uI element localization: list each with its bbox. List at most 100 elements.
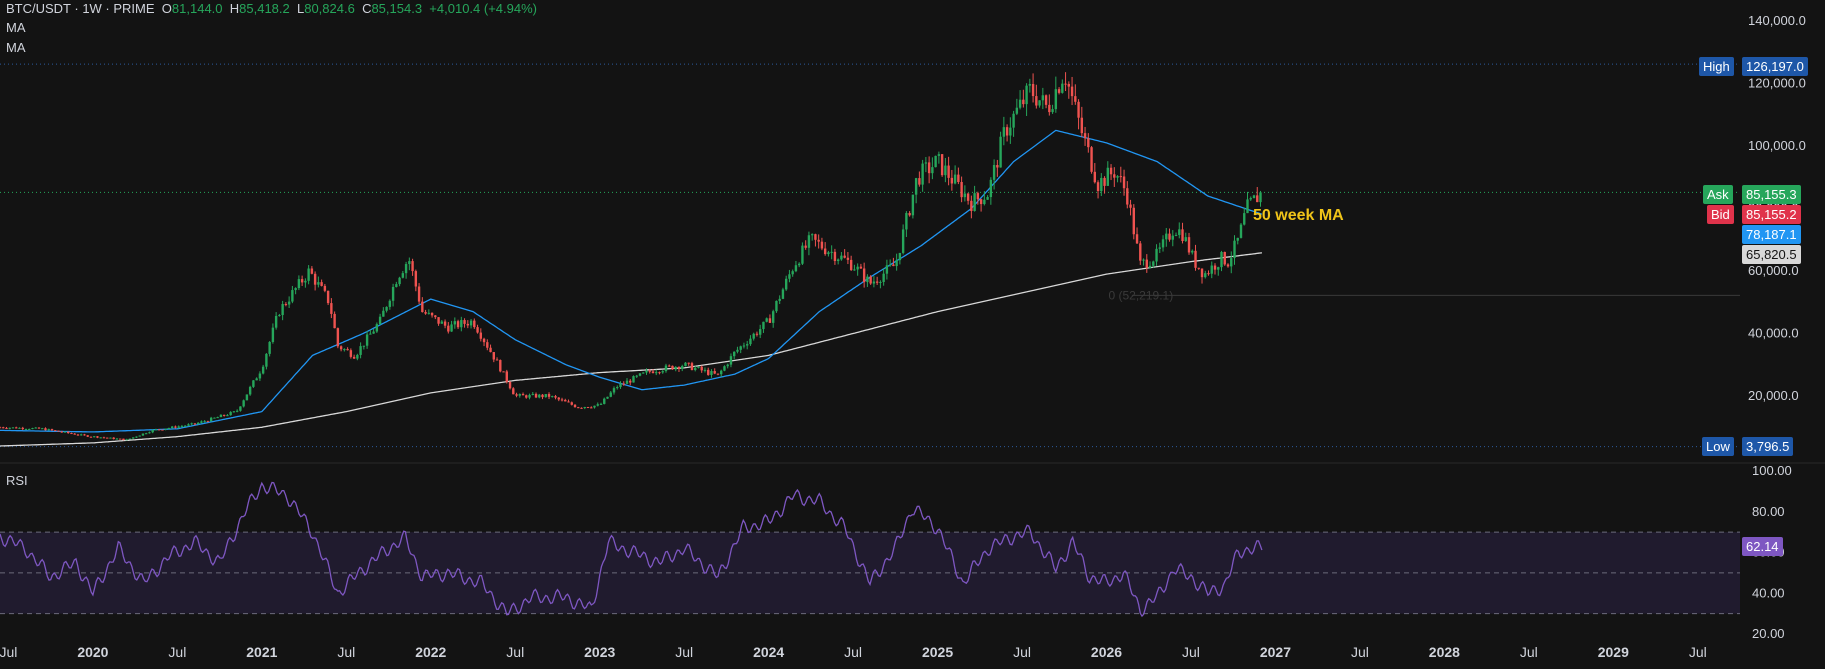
candle	[502, 371, 505, 373]
candle-body	[1067, 83, 1071, 87]
candle-body	[1018, 99, 1022, 108]
indicator-ma-1[interactable]: MA	[6, 20, 26, 35]
candle	[833, 248, 837, 265]
rsi-label[interactable]: RSI	[6, 473, 28, 488]
candle	[1077, 99, 1080, 130]
candle	[255, 377, 258, 381]
candle	[720, 369, 723, 377]
candle-body	[274, 315, 278, 328]
candle-body	[875, 281, 879, 283]
candle	[784, 275, 788, 291]
candle	[1142, 258, 1145, 266]
bid-tag-value: 85,155.2	[1742, 205, 1801, 224]
candle	[593, 405, 596, 409]
candle-body	[1028, 84, 1032, 86]
candle	[414, 269, 418, 292]
candle	[83, 433, 86, 436]
candle	[479, 328, 483, 342]
candle-body	[144, 433, 148, 435]
candle-body	[1223, 252, 1226, 265]
candle	[687, 362, 690, 366]
candle	[733, 351, 736, 360]
candle-body	[76, 434, 80, 436]
candle-body	[1171, 235, 1174, 240]
candle-body	[440, 321, 444, 324]
candle-body	[755, 333, 759, 335]
indicator-ma-2[interactable]: MA	[6, 40, 26, 55]
candle	[164, 428, 167, 431]
candle-body	[596, 404, 599, 406]
candle	[460, 316, 463, 332]
candle	[690, 361, 694, 371]
candle-body	[1022, 99, 1025, 105]
price-tick-label: 20,000.0	[1748, 388, 1799, 403]
candle	[1207, 270, 1210, 276]
candle-body	[271, 327, 275, 342]
candle-body	[736, 349, 739, 352]
candle-body	[456, 321, 460, 328]
ma50-annotation[interactable]: 50 week MA	[1253, 207, 1344, 224]
high-tag-value: 126,197.0	[1742, 57, 1808, 76]
candle	[1090, 146, 1093, 174]
candle-body	[525, 395, 528, 398]
candle	[307, 265, 310, 285]
candle-body	[658, 372, 661, 374]
candle	[1067, 81, 1071, 99]
candle-body	[1152, 261, 1155, 266]
candle	[1129, 199, 1132, 216]
candle-body	[950, 177, 954, 184]
time-tick-label: Jul	[1689, 644, 1707, 660]
candle	[486, 339, 489, 351]
candle-body	[242, 400, 245, 407]
candle-body	[1005, 127, 1009, 136]
candle	[749, 335, 752, 346]
open-value: 81,144.0	[171, 1, 223, 16]
rsi-tag-value: 62.14	[1742, 537, 1783, 556]
candle-body	[856, 266, 859, 270]
candle-body	[957, 174, 960, 183]
candle-body	[278, 315, 281, 317]
candle	[271, 323, 275, 344]
candle	[560, 397, 564, 402]
candle-body	[326, 290, 330, 304]
candle	[300, 275, 304, 286]
candle	[1256, 187, 1259, 203]
candle	[830, 245, 833, 260]
candle	[573, 404, 577, 408]
candle-body	[1074, 96, 1077, 102]
candle	[622, 381, 625, 386]
open-label: O	[161, 1, 172, 16]
candle-body	[853, 269, 856, 271]
candle-body	[5, 427, 8, 429]
candle-body	[788, 274, 791, 279]
candle-body	[534, 393, 538, 398]
candle	[817, 234, 820, 249]
candle-body	[343, 349, 346, 351]
candle-body	[882, 273, 885, 282]
candle-body	[940, 154, 944, 176]
candle-body	[245, 394, 249, 401]
candle	[11, 427, 15, 429]
candle	[232, 411, 236, 413]
candle	[521, 392, 525, 396]
candle	[222, 414, 226, 417]
candle-body	[499, 360, 502, 372]
candle	[892, 257, 895, 267]
candle	[586, 406, 590, 409]
candle-body	[119, 438, 122, 440]
candle	[888, 259, 892, 267]
candle-body	[1194, 250, 1197, 268]
candle-body	[1148, 265, 1152, 268]
candle	[1083, 126, 1087, 146]
candle-body	[37, 427, 41, 429]
close-value: 85,154.3	[371, 1, 423, 16]
candle-body	[1191, 250, 1194, 253]
candle	[388, 299, 392, 310]
candle	[190, 422, 193, 426]
candle	[794, 260, 798, 273]
candle	[466, 320, 470, 329]
candle	[60, 430, 63, 433]
close-label: C	[362, 1, 372, 16]
candle	[911, 194, 915, 219]
